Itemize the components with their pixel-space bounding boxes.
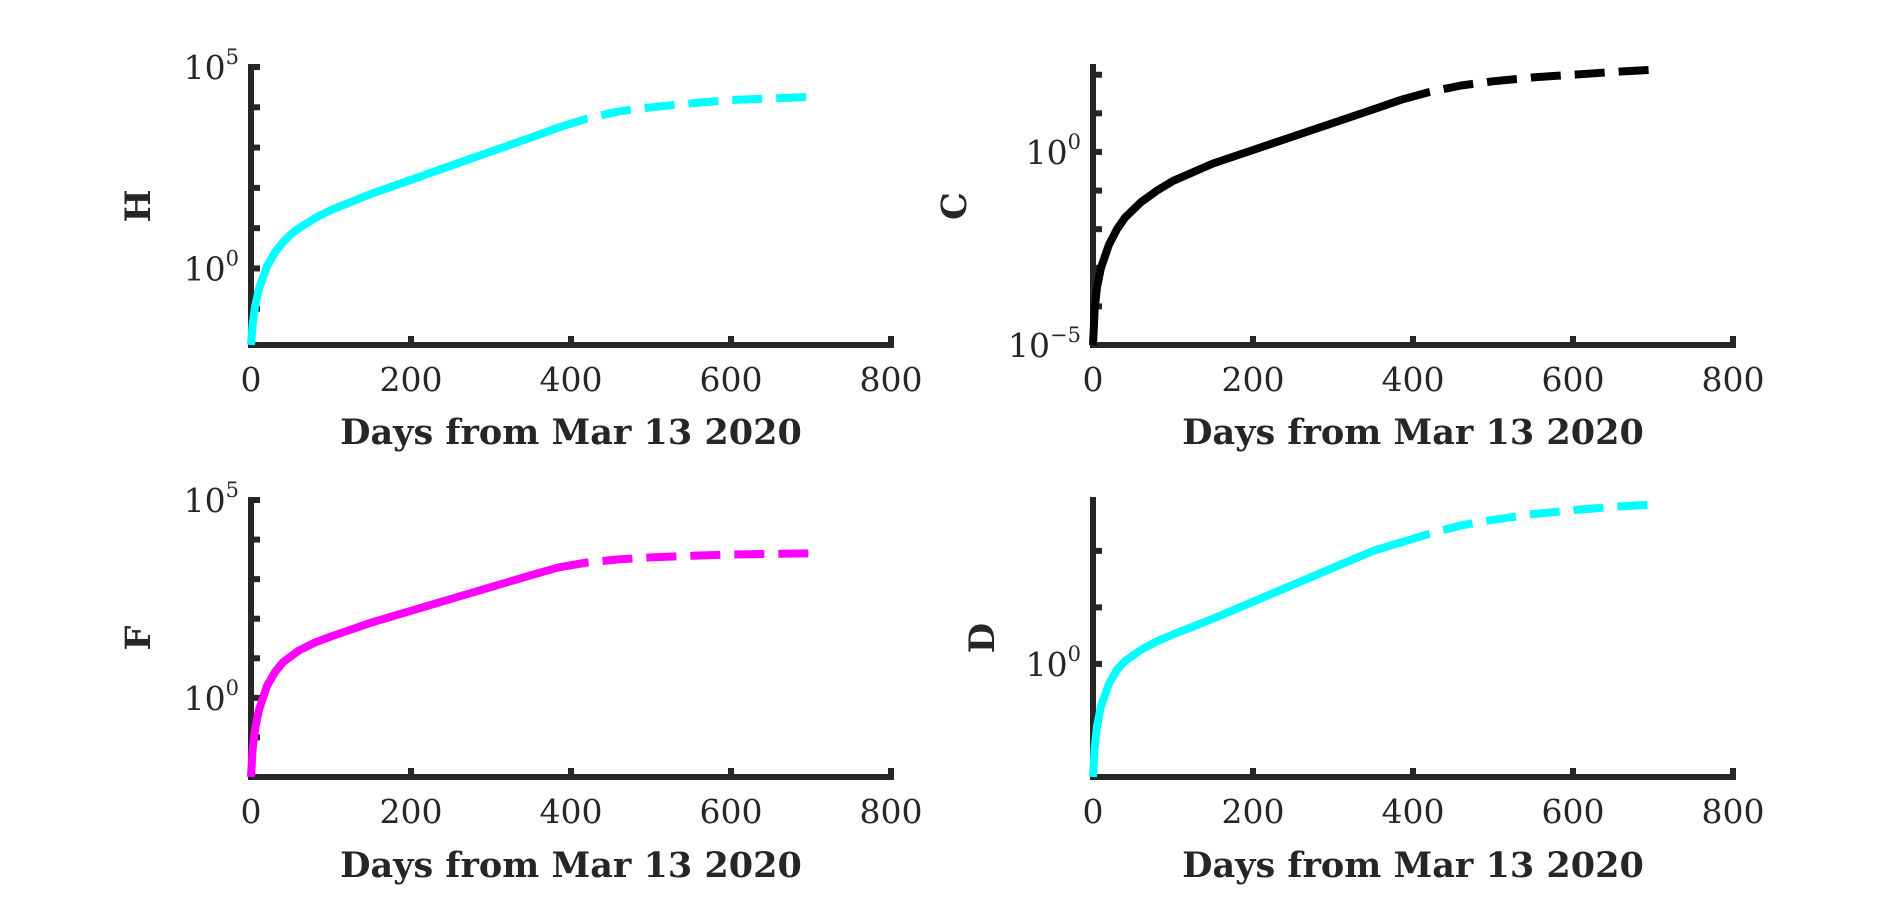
series-line-projected <box>558 549 812 572</box>
x-tick-label: 600 <box>1542 360 1605 399</box>
y-axis-label: C <box>934 192 975 220</box>
y-tick-label: 100 <box>1026 642 1081 684</box>
y-tick-label: 100 <box>1026 130 1081 172</box>
y-tick-label: 100 <box>184 676 239 718</box>
y-tick-label: 105 <box>184 478 239 520</box>
series-line-projected <box>557 92 812 132</box>
x-axis-label: Days from Mar 13 2020 <box>340 412 802 453</box>
x-tick-label: 0 <box>241 360 262 399</box>
x-tick-label: 0 <box>1083 360 1104 399</box>
x-tick-label: 0 <box>241 792 262 831</box>
series-line-projected <box>1399 65 1654 104</box>
series-line-fitted <box>1089 96 1403 346</box>
y-tick-label: 100 <box>184 246 239 288</box>
x-tick-label: 400 <box>1382 792 1445 831</box>
subplot-c: 0 200 400 600 800 10−5 100 Days from Mar 13 202… <box>934 64 1765 453</box>
x-tick-label: 600 <box>1542 792 1605 831</box>
x-tick-label: 600 <box>700 360 763 399</box>
x-axis-label: Days from Mar 13 2020 <box>1182 412 1644 453</box>
series-line-fitted <box>247 563 561 778</box>
x-axis-label: Days from Mar 13 2020 <box>340 845 802 886</box>
x-tick-label: 800 <box>1702 792 1765 831</box>
x-tick-label: 0 <box>1083 792 1104 831</box>
x-tick-label: 800 <box>860 792 923 831</box>
x-tick-label: 400 <box>540 792 603 831</box>
series-line-fitted <box>247 123 561 346</box>
x-tick-label: 800 <box>860 360 923 399</box>
x-tick-label: 800 <box>1702 360 1765 399</box>
y-axis-label: D <box>962 623 1003 653</box>
x-axis-label: Days from Mar 13 2020 <box>1182 845 1644 886</box>
y-axis-label: H <box>118 189 159 222</box>
series-line-fitted <box>1089 538 1403 778</box>
x-tick-label: 400 <box>540 360 603 399</box>
x-tick-label: 200 <box>1222 792 1285 831</box>
x-tick-label: 600 <box>700 792 763 831</box>
subplot-d: 0 200 400 600 800 100 Days from Mar 13 2020 D <box>962 497 1765 886</box>
y-axis-label: F <box>118 625 159 650</box>
subplot-h: 0 200 400 600 800 100 105 Days from Mar 13 2020… <box>118 45 923 453</box>
y-tick-label: 105 <box>184 45 239 87</box>
x-tick-label: 400 <box>1382 360 1445 399</box>
y-tick-label: 10−5 <box>1008 323 1081 365</box>
x-tick-label: 200 <box>1222 360 1285 399</box>
x-tick-label: 200 <box>380 792 443 831</box>
series-line-projected <box>1399 500 1654 547</box>
x-tick-label: 200 <box>380 360 443 399</box>
subplot-f: 0 200 400 600 800 100 105 Days from Mar 13 2020… <box>118 478 923 886</box>
